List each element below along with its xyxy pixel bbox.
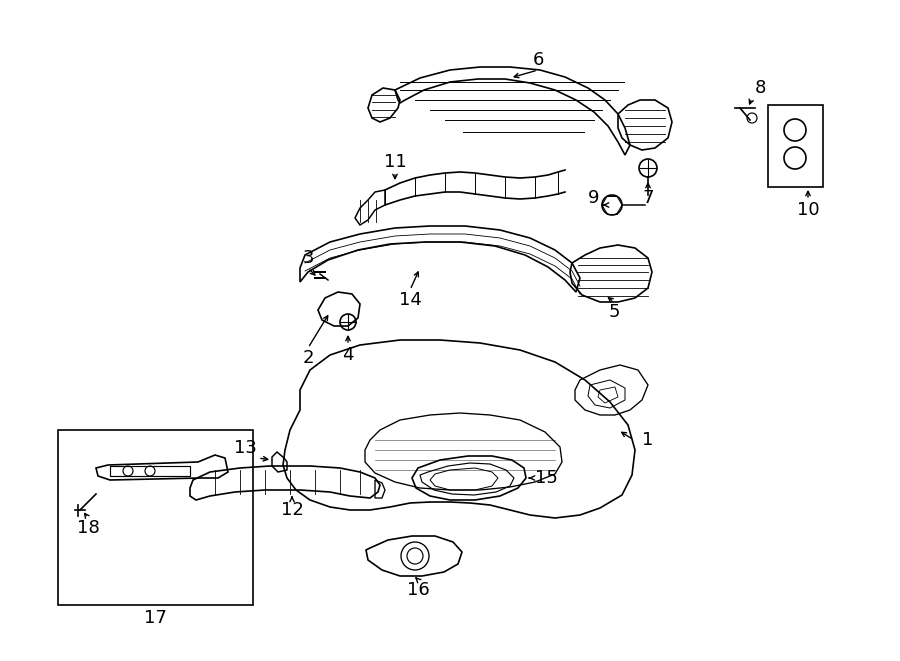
Text: 15: 15 (535, 469, 557, 487)
Text: 16: 16 (407, 581, 429, 599)
Text: 2: 2 (302, 349, 314, 367)
Text: 8: 8 (754, 79, 766, 97)
Text: 13: 13 (234, 439, 256, 457)
Text: 5: 5 (608, 303, 620, 321)
Text: 3: 3 (302, 249, 314, 267)
Text: 7: 7 (643, 189, 653, 207)
Text: 11: 11 (383, 153, 407, 171)
Text: 4: 4 (342, 346, 354, 364)
Text: 9: 9 (589, 189, 599, 207)
Text: 12: 12 (281, 501, 303, 519)
Text: 14: 14 (399, 291, 421, 309)
Text: 1: 1 (643, 431, 653, 449)
Text: 10: 10 (796, 201, 819, 219)
Text: 17: 17 (144, 609, 166, 627)
Text: 18: 18 (76, 519, 99, 537)
Text: 6: 6 (532, 51, 544, 69)
